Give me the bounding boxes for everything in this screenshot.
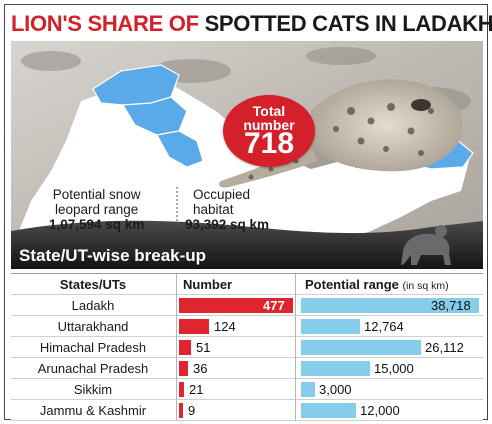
dark-banner: [11, 220, 483, 269]
table-row: Sikkim 21 3,000: [11, 379, 483, 400]
state-name: Sikkim: [73, 382, 113, 397]
potential-range-label: 38,718: [431, 298, 471, 313]
map-photo-panel: Total number 718 Potential snow leopard …: [11, 41, 483, 269]
total-number-badge: Total number 718: [223, 95, 315, 167]
column-divider-2: [295, 274, 296, 421]
cat-silhouette-icon: [401, 225, 451, 265]
header-states: States/UTs: [59, 277, 127, 292]
section-title: State/UT-wise break-up: [19, 246, 207, 265]
breakup-table: States/UTs Number Potential range (in sq k…: [11, 273, 483, 421]
occupied-value-text: 93,392 sq km: [185, 217, 270, 232]
occupied-habitat-info: Occupied habitat 93,392 sq km: [185, 187, 269, 232]
badge-value: 718: [243, 127, 295, 160]
number-bar: [179, 361, 188, 376]
potential-range-bar: [301, 403, 356, 418]
potential-range-bar: [301, 382, 315, 397]
number-label: 477: [263, 298, 285, 313]
potential-range-bar: [301, 319, 360, 334]
occupied-value: 93,392 sq km: [185, 217, 269, 232]
number-bar: [179, 403, 183, 418]
potential-range-info: Potential snow leopard range 1,07,594 sq…: [49, 187, 144, 232]
header-range-unit: (in sq km): [402, 280, 449, 292]
infographic-frame: LION'S SHARE OF SPOTTED CATS IN LADAKH: [4, 4, 492, 421]
map-illustration: [11, 41, 483, 269]
state-name: Uttarakhand: [57, 319, 129, 334]
header-potential-range: Potential range (in sq km): [305, 277, 449, 292]
table-row: Ladakh 477 38,718: [11, 295, 483, 316]
table-row: Arunachal Pradesh 36 15,000: [11, 358, 483, 379]
state-name: Jammu & Kashmir: [39, 403, 147, 418]
table-row: Uttarakhand 124 12,764: [11, 316, 483, 337]
number-bar: [179, 340, 191, 355]
potential-range-bar: [301, 340, 421, 355]
state-name: Ladakh: [71, 298, 115, 313]
headline: LION'S SHARE OF SPOTTED CATS IN LADAKH: [11, 10, 492, 38]
potential-range-label: 12,000: [360, 403, 400, 418]
badge-label: Total number: [223, 104, 315, 132]
table-row: Jammu & Kashmir 9 12,000: [11, 400, 483, 421]
potential-range-bar: [301, 298, 479, 313]
number-bar: [179, 382, 184, 397]
headline-part-red: LION'S SHARE OF: [11, 11, 199, 36]
state-name: Himachal Pradesh: [39, 340, 147, 355]
number-label: 51: [196, 340, 211, 355]
potential-range-label: 15,000: [374, 361, 414, 376]
headline-part-dark: SPOTTED CATS IN LADAKH: [204, 11, 492, 36]
table-header-row: States/UTs Number Potential range (in sq k…: [11, 274, 483, 295]
number-label: 9: [188, 403, 196, 418]
table-row: Himachal Pradesh 51 26,112: [11, 337, 483, 358]
state-name: Arunachal Pradesh: [37, 361, 149, 376]
number-bar: [179, 298, 293, 313]
column-divider-1: [176, 274, 177, 421]
potential-value-text: 1,07,594 sq km: [49, 217, 145, 232]
header-number: Number: [183, 277, 233, 292]
potential-range-label: 3,000: [319, 382, 352, 397]
potential-value: 1,07,594 sq km: [49, 217, 144, 232]
potential-label-1: Potential snow: [52, 187, 141, 202]
uttarakhand-region: [156, 130, 204, 168]
occupied-label-2: habitat: [193, 202, 234, 217]
potential-range-label: 12,764: [364, 319, 404, 334]
potential-range-bar: [301, 361, 370, 376]
occupied-label-1: Occupied: [193, 187, 251, 202]
number-label: 21: [189, 382, 204, 397]
badge-label-line2: number: [243, 117, 295, 133]
number-label: 36: [193, 361, 208, 376]
potential-range-label: 26,112: [425, 340, 464, 355]
number-bar: [179, 319, 209, 334]
badge-label-line1: Total: [252, 103, 286, 119]
himachal-region: [121, 96, 188, 136]
potential-label-2: leopard range: [55, 202, 139, 217]
number-label: 124: [214, 319, 236, 334]
